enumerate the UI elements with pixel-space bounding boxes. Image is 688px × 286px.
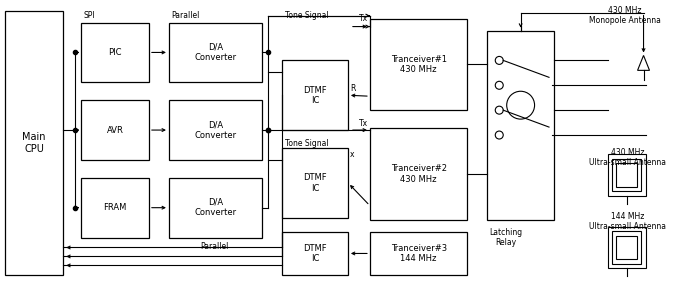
Text: Tranceiver#1
430 MHz: Tranceiver#1 430 MHz (391, 55, 447, 74)
Bar (612, 158, 641, 191)
Text: 144 MHz
Ultra-small Antenna: 144 MHz Ultra-small Antenna (589, 212, 666, 231)
Bar (81, 23, 149, 82)
Bar (5, 11, 63, 275)
Text: Latching
Relay: Latching Relay (489, 228, 522, 247)
Bar (370, 128, 467, 220)
Bar (81, 100, 149, 160)
Text: Tone Signal: Tone Signal (286, 11, 329, 20)
Text: Tx: Tx (358, 119, 368, 128)
Text: Main
CPU: Main CPU (22, 132, 46, 154)
Text: Parallel: Parallel (201, 243, 229, 251)
Text: D/A
Converter: D/A Converter (195, 43, 237, 62)
Bar (608, 227, 645, 268)
Text: Parallel: Parallel (171, 11, 200, 20)
Text: Tx: Tx (358, 14, 368, 23)
Text: Tranceiver#3
144 MHz: Tranceiver#3 144 MHz (391, 244, 447, 263)
Bar (282, 232, 348, 275)
Bar (81, 178, 149, 238)
Bar (282, 60, 348, 130)
Bar (282, 148, 348, 218)
Bar (608, 154, 645, 196)
Text: FRAM: FRAM (103, 203, 127, 212)
Text: R: R (350, 84, 355, 93)
Bar (169, 23, 262, 82)
Text: DTMF
IC: DTMF IC (303, 173, 327, 192)
Text: 430 MHz
Monopole Antenna: 430 MHz Monopole Antenna (589, 6, 660, 25)
Text: PIC: PIC (109, 48, 122, 57)
Text: 430 MHz
Ultra-small Antenna: 430 MHz Ultra-small Antenna (589, 148, 666, 167)
Text: D/A
Converter: D/A Converter (195, 120, 237, 140)
Text: D/A
Converter: D/A Converter (195, 198, 237, 217)
Bar (487, 31, 554, 220)
Text: DTMF
IC: DTMF IC (303, 86, 327, 105)
Bar (616, 236, 637, 259)
Bar (370, 232, 467, 275)
Bar (169, 100, 262, 160)
Text: Tranceiver#2
430 MHz: Tranceiver#2 430 MHz (391, 164, 447, 184)
Bar (169, 178, 262, 238)
Bar (612, 231, 641, 264)
Text: SPI: SPI (83, 11, 95, 20)
Text: AVR: AVR (107, 126, 124, 135)
Text: DTMF
IC: DTMF IC (303, 244, 327, 263)
Bar (616, 163, 637, 186)
Text: Tone Signal: Tone Signal (286, 139, 329, 148)
Text: x: x (350, 150, 354, 159)
Bar (370, 19, 467, 110)
